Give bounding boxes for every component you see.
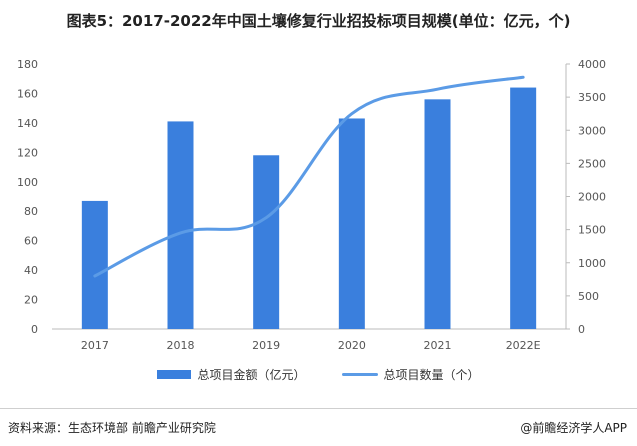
bar-series <box>81 87 537 330</box>
legend: 总项目金额（亿元） 总项目数量（个） <box>0 366 637 383</box>
y-left-tick-label: 60 <box>24 235 38 248</box>
bar-2020 <box>338 118 365 329</box>
x-tick-label: 2020 <box>338 339 366 352</box>
y-right-tick-label: 3000 <box>578 124 606 137</box>
x-axis-labels: 2017 2018 2019 2020 2021 2022E <box>81 339 541 352</box>
y-right-tick-label: 3500 <box>578 91 606 104</box>
legend-swatch-bar <box>157 370 192 379</box>
y-left-tick-label: 0 <box>31 323 38 336</box>
bar-2018 <box>167 121 194 330</box>
y-right-tick-label: 500 <box>578 290 599 303</box>
line-series <box>93 75 525 278</box>
y-left-tick-label: 120 <box>17 146 38 159</box>
y-right-tick-label: 1500 <box>578 224 606 237</box>
bar-2017 <box>81 200 108 329</box>
y-right-tick-label: 2500 <box>578 157 606 170</box>
y-left-tick-label: 140 <box>17 117 38 130</box>
line-total-projects <box>93 75 525 278</box>
footer: 资料来源：生态环境部 前瞻产业研究院 @前瞻经济学人APP <box>0 408 637 446</box>
legend-swatch-line <box>341 373 378 376</box>
bar-2019 <box>253 155 280 329</box>
legend-item-line: 总项目数量（个） <box>341 366 480 383</box>
y-right-tick-label: 2000 <box>578 191 606 204</box>
x-tick-label: 2019 <box>252 339 280 352</box>
y-right-tick-label: 1000 <box>578 257 606 270</box>
bar-2021 <box>424 99 451 329</box>
x-tick-label: 2021 <box>424 339 452 352</box>
x-tick-label: 2017 <box>81 339 109 352</box>
y-left-tick-label: 20 <box>24 294 38 307</box>
y-left-tick-label: 100 <box>17 176 38 189</box>
y-left-tick-label: 40 <box>24 264 38 277</box>
y-axis-right-labels: 0 500 1000 1500 2000 2500 3000 3500 4000 <box>566 58 606 336</box>
chart-title: 图表5：2017-2022年中国土壤修复行业招投标项目规模(单位：亿元，个) <box>66 12 571 30</box>
legend-item-bar: 总项目金额（亿元） <box>157 366 306 383</box>
x-tick-label: 2018 <box>167 339 195 352</box>
y-right-tick-label: 4000 <box>578 58 606 71</box>
y-axis-left-labels: 0 20 40 60 80 100 120 140 160 180 <box>17 58 38 336</box>
source-text: 资料来源：生态环境部 前瞻产业研究院 <box>8 421 216 435</box>
x-tick-label: 2022E <box>506 339 541 352</box>
y-left-tick-label: 160 <box>17 87 38 100</box>
y-right-tick-label: 0 <box>578 323 585 336</box>
bar-2022E <box>510 87 537 329</box>
y-left-tick-label: 80 <box>24 205 38 218</box>
chart-axes <box>52 64 567 330</box>
legend-label-bar: 总项目金额（亿元） <box>197 368 306 382</box>
brand-text: @前瞻经济学人APP <box>520 421 627 435</box>
legend-label-line: 总项目数量（个） <box>383 368 480 382</box>
y-left-tick-label: 180 <box>17 58 38 71</box>
